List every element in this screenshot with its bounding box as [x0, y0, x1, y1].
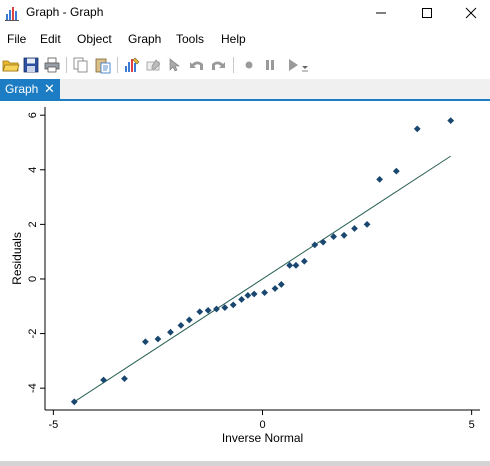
toolbar-separator	[233, 57, 234, 73]
record-icon[interactable]	[240, 56, 258, 74]
data-point	[204, 306, 212, 314]
y-tick-label: -4	[27, 383, 39, 393]
data-point	[196, 308, 204, 316]
data-point	[185, 316, 193, 324]
dropdown-icon[interactable]	[300, 56, 310, 74]
tab-close-icon[interactable]: ✕	[44, 81, 55, 96]
close-icon	[465, 7, 477, 19]
data-point	[392, 167, 400, 175]
menu-edit[interactable]: Edit	[40, 32, 61, 46]
data-point	[340, 231, 348, 239]
axis-labels: -5 0 5 -4 -2 0 2 4 6 Inverse Normal Residuals	[10, 112, 475, 445]
y-tick-label: 2	[27, 221, 39, 227]
menu-object[interactable]: Object	[77, 32, 112, 46]
title-bar[interactable]: Graph - Graph	[0, 0, 490, 26]
data-point	[177, 321, 185, 329]
data-point	[447, 117, 455, 125]
menu-file[interactable]: File	[7, 32, 27, 46]
toolbar-separator	[66, 57, 67, 73]
data-point	[300, 257, 308, 265]
print-icon[interactable]	[43, 56, 61, 74]
y-tick-label: 4	[27, 167, 39, 173]
data-point	[413, 125, 421, 133]
pause-icon[interactable]	[261, 56, 279, 74]
window-title: Graph - Graph	[26, 5, 104, 19]
data-point	[376, 175, 384, 183]
close-button[interactable]	[448, 0, 490, 26]
open-folder-icon[interactable]	[2, 56, 20, 74]
fit-line-group	[74, 155, 451, 403]
graph-area: -5 0 5 -4 -2 0 2 4 6 Inverse Normal Residuals	[0, 101, 490, 461]
y-tick-label: -2	[27, 329, 39, 339]
paste-icon[interactable]	[94, 56, 112, 74]
data-point	[271, 285, 279, 292]
data-point	[363, 220, 371, 228]
data-point	[311, 241, 319, 249]
toolbar-separator	[117, 57, 118, 73]
tab-graph[interactable]: Graph ✕	[0, 79, 60, 99]
data-point	[141, 338, 149, 346]
data-points	[70, 117, 455, 406]
menu-graph[interactable]: Graph	[128, 32, 162, 46]
redo-icon[interactable]	[209, 56, 227, 74]
stata-graph-app-icon	[5, 7, 19, 21]
data-point	[319, 238, 327, 246]
rename-icon[interactable]	[145, 56, 163, 74]
tab-graph-label: Graph	[5, 82, 39, 96]
maximize-button[interactable]	[404, 0, 450, 26]
data-point	[154, 335, 162, 343]
y-tick-label: 0	[27, 276, 39, 282]
menu-tools[interactable]: Tools	[176, 32, 205, 46]
data-point	[229, 301, 237, 309]
save-icon[interactable]	[22, 56, 40, 74]
x-tick-label: 0	[259, 419, 265, 431]
minimize-button[interactable]	[358, 0, 404, 26]
menu-bar: File Edit Object Graph Tools Help	[0, 28, 490, 50]
chart-axes	[40, 107, 480, 415]
data-point	[292, 261, 300, 269]
pointer-icon[interactable]	[166, 56, 184, 74]
x-axis-label: Inverse Normal	[222, 431, 303, 445]
y-axis-label: Residuals	[10, 232, 24, 285]
x-tick-label: 5	[469, 419, 475, 431]
data-point	[167, 328, 174, 336]
toolbar	[0, 52, 490, 78]
copy-icon[interactable]	[72, 56, 90, 74]
data-point	[100, 376, 107, 384]
play-icon[interactable]	[284, 56, 302, 74]
data-point	[286, 261, 294, 269]
x-tick-label: -5	[48, 419, 58, 431]
data-point	[213, 305, 220, 313]
data-point	[351, 225, 358, 232]
data-point	[238, 296, 245, 303]
qq-plot: -5 0 5 -4 -2 0 2 4 6 Inverse Normal Residuals	[10, 107, 480, 445]
data-point	[261, 289, 268, 297]
data-point	[277, 281, 285, 288]
tab-strip: Graph ✕	[0, 79, 490, 101]
minimize-icon	[376, 12, 386, 14]
maximize-icon	[422, 8, 432, 18]
data-point	[221, 304, 229, 312]
data-point	[250, 290, 258, 298]
reference-line	[74, 155, 451, 403]
data-point	[121, 375, 128, 383]
data-point	[70, 398, 78, 406]
data-point	[330, 233, 338, 241]
menu-help[interactable]: Help	[221, 32, 246, 46]
status-strip	[0, 461, 490, 466]
undo-icon[interactable]	[188, 56, 206, 74]
graph-editor-icon[interactable]	[123, 56, 141, 74]
data-point	[244, 291, 252, 299]
y-tick-label: 6	[27, 112, 39, 118]
